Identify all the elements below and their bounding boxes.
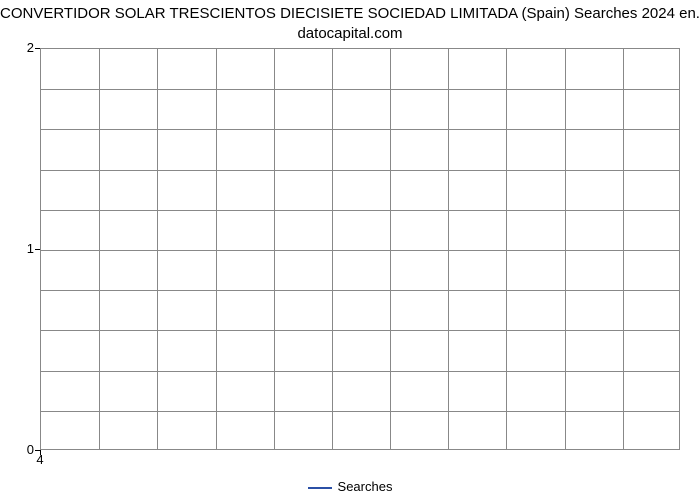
grid-line-vertical <box>332 49 333 449</box>
y-tick-label: 1 <box>4 241 34 256</box>
grid-line-horizontal <box>41 170 679 171</box>
grid-line-horizontal <box>41 330 679 331</box>
grid-line-vertical <box>157 49 158 449</box>
grid-line-vertical <box>506 49 507 449</box>
grid-line-vertical <box>274 49 275 449</box>
grid-line-horizontal <box>41 290 679 291</box>
grid-line-vertical <box>99 49 100 449</box>
grid-line-horizontal <box>41 250 679 251</box>
y-tick-label: 0 <box>4 442 34 457</box>
x-tick-mark <box>40 450 41 455</box>
title-line-1: CONVERTIDOR SOLAR TRESCIENTOS DIECISIETE… <box>0 5 700 22</box>
grid-line-horizontal <box>41 371 679 372</box>
plot-area <box>40 48 680 450</box>
y-tick-mark <box>35 48 40 49</box>
grid-line-vertical <box>448 49 449 449</box>
grid-line-horizontal <box>41 129 679 130</box>
legend-label-searches: Searches <box>338 479 393 494</box>
grid-line-vertical <box>216 49 217 449</box>
grid-line-vertical <box>565 49 566 449</box>
grid-line-horizontal <box>41 411 679 412</box>
grid-line-vertical <box>390 49 391 449</box>
grid-line-horizontal <box>41 210 679 211</box>
legend-swatch-searches <box>308 487 332 489</box>
title-line-2: datocapital.com <box>297 25 402 42</box>
grid-line-horizontal <box>41 89 679 90</box>
y-tick-mark <box>35 249 40 250</box>
y-tick-label: 2 <box>4 40 34 55</box>
grid-line-vertical <box>623 49 624 449</box>
chart-container: CONVERTIDOR SOLAR TRESCIENTOS DIECISIETE… <box>0 0 700 500</box>
chart-title: CONVERTIDOR SOLAR TRESCIENTOS DIECISIETE… <box>0 4 700 43</box>
legend: Searches <box>0 479 700 494</box>
